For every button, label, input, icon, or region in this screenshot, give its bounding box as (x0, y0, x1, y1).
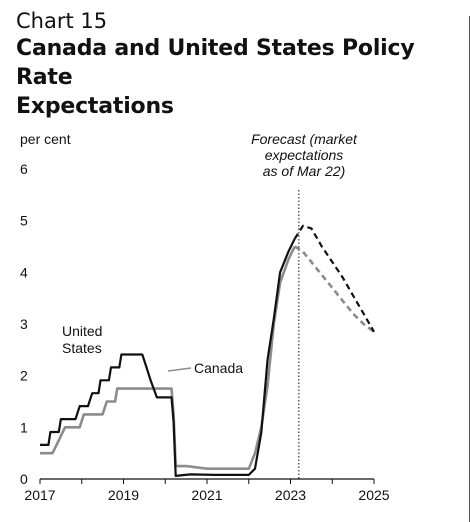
chart-title-line-2: Expectations (16, 94, 174, 119)
series-line-canada-forecast (294, 245, 375, 333)
us-series-label: United (62, 323, 102, 339)
chart-title-line-1: Canada and United States Policy Rate (16, 36, 415, 90)
forecast-annotation-line: as of Mar 22) (263, 163, 345, 179)
x-tick-label: 2023 (275, 487, 306, 503)
series-line-canada (40, 245, 296, 470)
y-axis-label: per cent (20, 131, 71, 147)
right-border-line (469, 16, 470, 522)
y-tick-label: 5 (20, 213, 28, 229)
y-tick-label: 6 (20, 161, 28, 177)
canada-label-leader (167, 367, 192, 372)
series-layer (40, 224, 375, 477)
chart-header: Chart 15 Canada and United States Policy… (16, 8, 466, 121)
y-tick-label: 2 (20, 368, 28, 384)
canada-series-label: Canada (194, 360, 243, 376)
series-line-united-states-forecast (293, 224, 375, 333)
forecast-annotation-line: Forecast (market (251, 131, 358, 147)
y-tick-label: 1 (20, 419, 28, 435)
us-series-label: States (62, 340, 102, 356)
y-tick-label: 4 (20, 264, 28, 280)
axes: 0 1 2 3 4 5 6 2017 2019 2021 2023 2025 (20, 161, 390, 503)
x-tick-label: 2025 (358, 487, 389, 503)
y-tick-label: 0 (20, 471, 28, 487)
series-line-united-states (40, 238, 296, 477)
chart-number: Chart 15 (16, 9, 108, 33)
x-tick-label: 2019 (108, 487, 139, 503)
x-tick-label: 2017 (24, 487, 55, 503)
forecast-annotation-line: expectations (265, 147, 344, 163)
y-tick-label: 3 (20, 316, 28, 332)
x-tick-label: 2021 (191, 487, 222, 503)
